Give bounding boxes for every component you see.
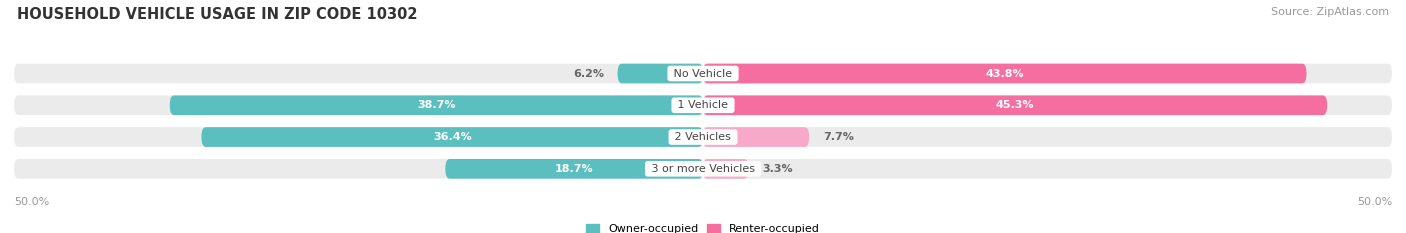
Text: 6.2%: 6.2% <box>572 69 603 79</box>
FancyBboxPatch shape <box>170 96 703 115</box>
Text: 2 Vehicles: 2 Vehicles <box>671 132 735 142</box>
FancyBboxPatch shape <box>201 127 703 147</box>
FancyBboxPatch shape <box>14 159 1392 179</box>
FancyBboxPatch shape <box>703 64 1306 83</box>
Text: 38.7%: 38.7% <box>418 100 456 110</box>
FancyBboxPatch shape <box>617 64 703 83</box>
Text: 50.0%: 50.0% <box>14 197 49 207</box>
FancyBboxPatch shape <box>703 96 1327 115</box>
Text: 18.7%: 18.7% <box>555 164 593 174</box>
FancyBboxPatch shape <box>14 64 1392 83</box>
Text: 43.8%: 43.8% <box>986 69 1024 79</box>
Text: 3.3%: 3.3% <box>762 164 793 174</box>
Text: 45.3%: 45.3% <box>995 100 1035 110</box>
Text: Source: ZipAtlas.com: Source: ZipAtlas.com <box>1271 7 1389 17</box>
FancyBboxPatch shape <box>14 96 1392 115</box>
Text: HOUSEHOLD VEHICLE USAGE IN ZIP CODE 10302: HOUSEHOLD VEHICLE USAGE IN ZIP CODE 1030… <box>17 7 418 22</box>
Text: 50.0%: 50.0% <box>1357 197 1392 207</box>
Text: 36.4%: 36.4% <box>433 132 471 142</box>
Text: 7.7%: 7.7% <box>823 132 853 142</box>
FancyBboxPatch shape <box>703 159 748 179</box>
Text: 1 Vehicle: 1 Vehicle <box>675 100 731 110</box>
Legend: Owner-occupied, Renter-occupied: Owner-occupied, Renter-occupied <box>581 219 825 233</box>
Text: 3 or more Vehicles: 3 or more Vehicles <box>648 164 758 174</box>
FancyBboxPatch shape <box>703 127 808 147</box>
FancyBboxPatch shape <box>14 127 1392 147</box>
FancyBboxPatch shape <box>446 159 703 179</box>
Text: No Vehicle: No Vehicle <box>671 69 735 79</box>
